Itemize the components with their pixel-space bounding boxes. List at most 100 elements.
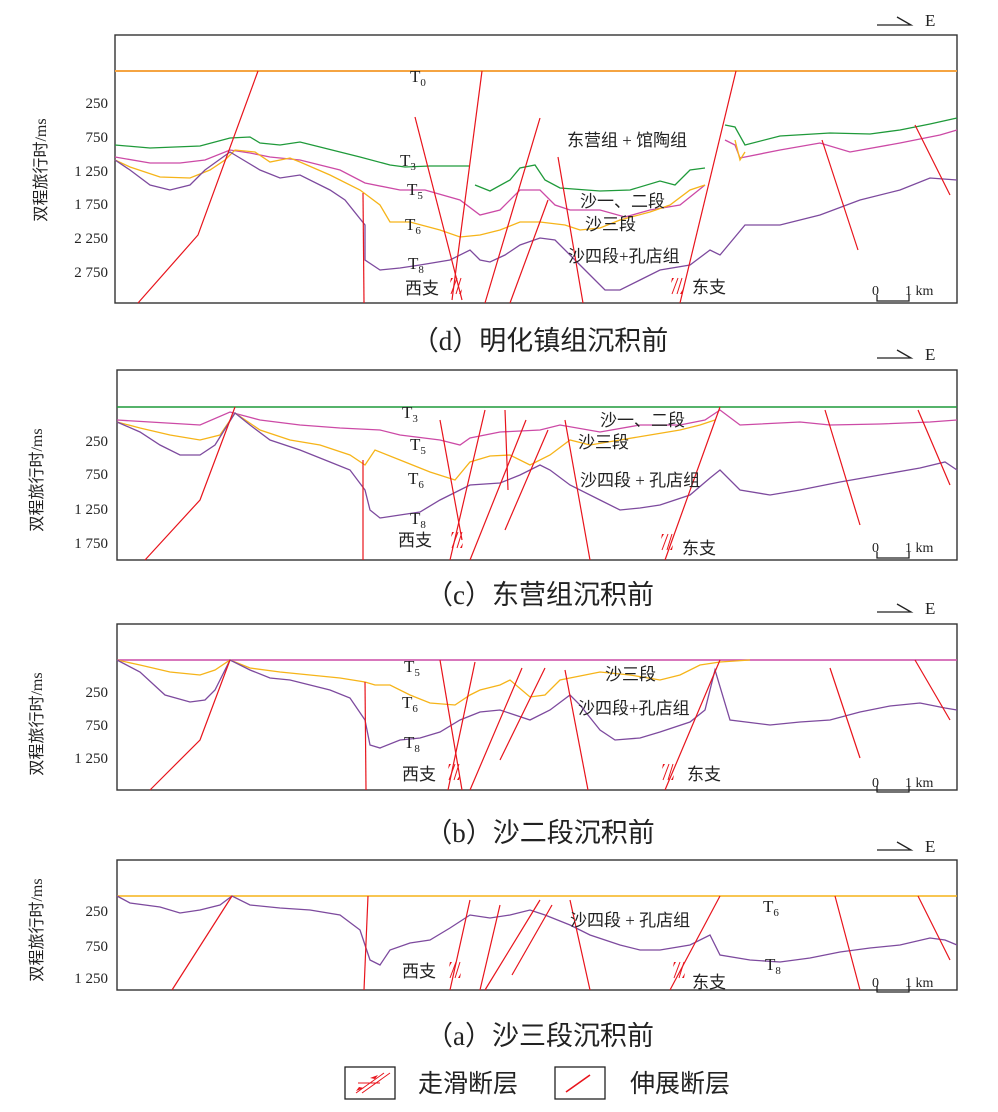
legend: 走滑断层 伸展断层 [344, 1066, 730, 1100]
panel-caption: （c）东营组沉积前 [426, 580, 654, 610]
horizon-T3 [474, 164, 706, 192]
panel-caption: （b）沙二段沉积前 [425, 818, 655, 848]
direction-label: E [925, 11, 935, 30]
tick-label: 1 250 [74, 164, 108, 180]
direction-label: E [925, 345, 935, 364]
horizon-label: T8 [408, 254, 424, 276]
tick-label: 250 [86, 904, 109, 920]
legend-box-strike-slip [344, 1066, 396, 1100]
strike-slip-icon [670, 277, 684, 295]
tick-label: 250 [86, 685, 109, 701]
panel-a: E 250 750 1 250 双程旅行时/ms T6 T8 沙四段 + 孔店组… [28, 837, 958, 1051]
section-frame [116, 859, 958, 991]
section-frame [114, 34, 958, 304]
horizon-T6 [114, 149, 706, 238]
horizon-label: T8 [410, 509, 426, 531]
legend-label-strike-slip: 走滑断层 [418, 1070, 518, 1098]
branch-label: 西支 [398, 531, 432, 550]
scale-zero: 0 [872, 284, 879, 299]
horizon-label: T5 [407, 180, 423, 202]
horizon-label: T8 [765, 955, 781, 977]
tick-label: 1 750 [74, 197, 108, 213]
horizon-label: T6 [405, 215, 421, 237]
scale-unit: 1 km [905, 976, 934, 991]
horizon-label: T8 [404, 733, 420, 755]
tick-label: 2 750 [74, 265, 108, 281]
horizon-T3 [724, 117, 958, 146]
tick-label: 1 250 [74, 751, 108, 767]
horizon-T8 [116, 895, 958, 966]
strike-slip-fault-icon [355, 1072, 391, 1094]
branch-label: 东支 [687, 765, 721, 784]
horizon-T3 [114, 136, 470, 168]
east-arrow-icon [876, 841, 912, 851]
faults [149, 659, 951, 791]
horizon-label: T6 [763, 897, 779, 919]
faults [171, 895, 951, 991]
direction-label: E [925, 599, 935, 618]
strike-slip-icon [450, 531, 464, 549]
panel-c: E 250 750 1 250 1 750 双程旅行时/ms T3 T5 T6 … [28, 345, 958, 610]
scale-zero: 0 [872, 976, 879, 991]
horizon-label: T3 [400, 151, 416, 173]
y-axis-label: 双程旅行时/ms [28, 428, 46, 531]
east-arrow-icon [876, 16, 912, 26]
panel-d: E 250 750 1 250 1 750 2 250 2 750 [32, 11, 958, 356]
horizon-T6 [734, 139, 746, 162]
unit-label: 沙三段 [585, 215, 636, 234]
horizon-T5 [116, 409, 958, 446]
tick-label: 750 [86, 130, 109, 146]
horizon-label: T6 [402, 693, 418, 715]
horizon-T8 [116, 659, 958, 749]
tick-label: 250 [86, 434, 109, 450]
y-axis-label: 双程旅行时/ms [28, 672, 46, 775]
y-axis-label: 双程旅行时/ms [28, 878, 46, 981]
unit-label: 沙一、二段 [580, 192, 665, 211]
branch-label: 西支 [402, 765, 436, 784]
panel-caption: （d）明化镇组沉积前 [412, 326, 669, 356]
branch-label: 西支 [405, 279, 439, 298]
unit-label: 沙四段 + 孔店组 [580, 471, 700, 490]
unit-label: 沙一、二段 [600, 411, 685, 430]
normal-fault-icon [565, 1074, 591, 1093]
branch-label: 东支 [692, 973, 726, 992]
branch-label: 西支 [402, 962, 436, 981]
strike-slip-icon [672, 961, 686, 979]
faults [144, 406, 951, 561]
legend-label-normal: 伸展断层 [630, 1070, 730, 1098]
unit-label: 沙四段+孔店组 [578, 699, 690, 718]
faults [137, 70, 951, 304]
section-frame [116, 369, 958, 561]
unit-label: 东营组 + 馆陶组 [567, 131, 687, 150]
scale-zero: 0 [872, 776, 879, 791]
legend-box-normal [554, 1066, 606, 1100]
tick-label: 1 250 [74, 971, 108, 987]
scale-zero: 0 [872, 541, 879, 556]
unit-label: 沙三段 [605, 665, 656, 684]
y-axis-label: 双程旅行时/ms [32, 118, 50, 221]
unit-label: 沙四段 + 孔店组 [570, 911, 690, 930]
east-arrow-icon [876, 603, 912, 613]
section-frame [116, 623, 958, 791]
unit-label: 沙三段 [578, 433, 629, 452]
tick-label: 750 [86, 939, 109, 955]
scale-unit: 1 km [905, 284, 934, 299]
scale-unit: 1 km [905, 776, 934, 791]
direction-label: E [925, 837, 935, 856]
tick-label: 1 750 [74, 536, 108, 552]
tick-label: 250 [86, 96, 109, 112]
horizon-T8 [114, 151, 958, 291]
tick-label: 750 [86, 718, 109, 734]
horizon-T6 [116, 412, 716, 481]
branch-label: 东支 [682, 539, 716, 558]
strike-slip-icon [447, 763, 461, 781]
panel-caption: （a）沙三段沉积前 [426, 1021, 654, 1051]
branch-label: 东支 [692, 278, 726, 297]
horizon-T8 [116, 412, 958, 519]
tick-label: 2 250 [74, 231, 108, 247]
panel-b: E 250 750 1 250 双程旅行时/ms T5 T6 T8 沙三段 沙四… [28, 599, 958, 848]
tick-label: 750 [86, 467, 109, 483]
horizon-T5 [724, 129, 958, 159]
east-arrow-icon [876, 349, 912, 359]
